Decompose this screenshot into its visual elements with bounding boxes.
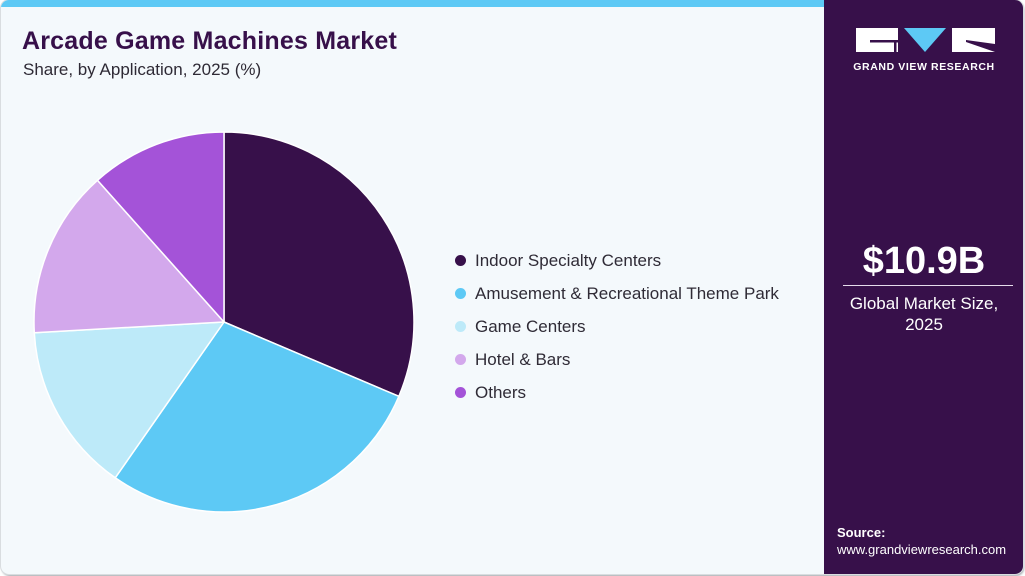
market-size-label-line2: 2025 — [905, 315, 943, 334]
legend-label: Hotel & Bars — [475, 349, 571, 369]
divider — [843, 285, 1013, 286]
legend-item: Others — [455, 376, 779, 409]
legend-label: Others — [475, 382, 527, 402]
pie-slice-amusement-recreational-theme-park — [114, 321, 400, 513]
market-size-label-line1: Global Market Size, — [849, 294, 999, 313]
legend-item: Indoor Specialty Centers — [455, 244, 779, 277]
pie-chart — [33, 131, 415, 513]
sidebar-panel: GRAND VIEW RESEARCH $10.9B Global Market… — [824, 0, 1023, 574]
legend-item: Amusement & Recreational Theme Park — [455, 277, 779, 310]
pie-slice-others — [96, 131, 225, 323]
legend-label: Indoor Specialty Centers — [475, 250, 662, 270]
legend-label: Game Centers — [475, 316, 586, 336]
pie-slice-game-centers — [33, 321, 225, 479]
legend-item: Game Centers — [455, 310, 779, 343]
legend-item: Hotel & Bars — [455, 343, 779, 376]
legend-dot-icon — [455, 255, 466, 266]
brand-name: GRAND VIEW RESEARCH — [853, 61, 995, 73]
source-label: Source: — [837, 525, 886, 540]
chart-subtitle: Share, by Application, 2025 (%) — [23, 60, 262, 79]
pie-slice-indoor-specialty-centers — [223, 131, 415, 398]
legend-dot-icon — [455, 387, 466, 398]
legend-dot-icon — [455, 354, 466, 365]
legend-label: Amusement & Recreational Theme Park — [475, 283, 779, 303]
legend: Indoor Specialty Centers Amusement & Recr… — [455, 244, 779, 409]
pie-slice-hotel-bars — [33, 179, 225, 334]
market-size-label: Global Market Size, 2025 — [824, 293, 1023, 335]
gvr-logo-icon — [856, 28, 995, 52]
market-size-value: $10.9B — [862, 240, 986, 282]
accent-bar — [1, 0, 824, 7]
legend-dot-icon — [455, 321, 466, 332]
legend-dot-icon — [455, 288, 466, 299]
source-link[interactable]: www.grandviewresearch.com — [837, 542, 1007, 557]
chart-title: Arcade Game Machines Market — [22, 27, 398, 55]
